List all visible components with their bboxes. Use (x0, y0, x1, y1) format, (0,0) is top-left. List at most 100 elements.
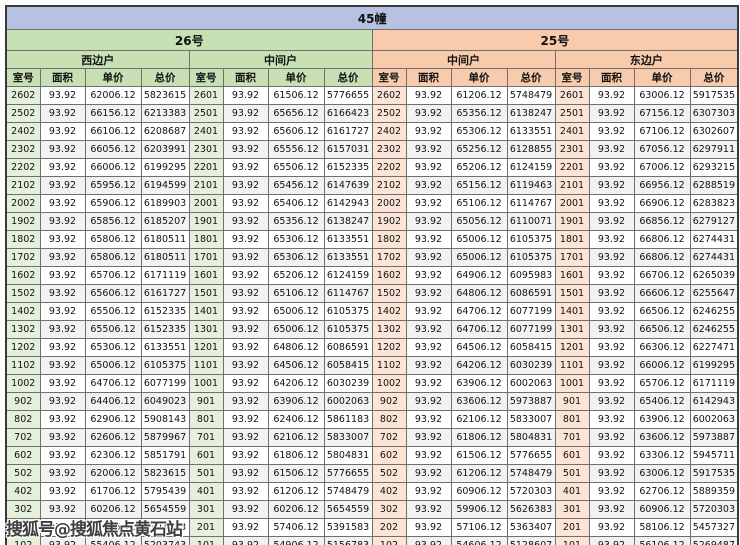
unit-price-cell: 67056.12 (633, 140, 691, 159)
area-cell: 93.92 (222, 536, 269, 545)
area-cell: 93.92 (222, 374, 269, 393)
unit-price-cell: 64706.12 (450, 320, 508, 339)
area-cell: 93.92 (405, 140, 452, 159)
area-cell: 93.92 (588, 356, 635, 375)
title-row: 45幢 (5, 5, 739, 30)
area-cell: 93.92 (588, 104, 635, 123)
unit-price-cell: 65506.12 (84, 302, 142, 321)
room-number-cell: 2602 (5, 86, 41, 105)
room-number-cell: 1802 (5, 230, 41, 249)
unit-price-cell: 64906.12 (450, 266, 508, 285)
area-cell: 93.92 (222, 320, 269, 339)
area-cell: 93.92 (405, 518, 452, 537)
area-cell: 93.92 (222, 302, 269, 321)
room-number-cell: 902 (371, 392, 407, 411)
unit-price-cell: 66806.12 (633, 230, 691, 249)
unit-price-cell: 65306.12 (450, 122, 508, 141)
area-cell: 93.92 (588, 194, 635, 213)
table-row: 1002 93.92 64706.12 6077199 1001 93.92 64206.1… (5, 374, 739, 393)
room-number-cell: 2601 (554, 86, 590, 105)
unit-price-cell: 65806.12 (84, 248, 142, 267)
unit-price-cell: 62906.12 (84, 410, 142, 429)
area-cell: 93.92 (405, 374, 452, 393)
unit-price-cell: 62006.12 (84, 86, 142, 105)
area-cell: 93.92 (39, 302, 86, 321)
room-number-cell: 901 (554, 392, 590, 411)
total-price-cell: 5748479 (506, 86, 556, 105)
area-cell: 93.92 (588, 338, 635, 357)
section-header-row: 26号 25号 (5, 29, 739, 51)
total-price-cell: 6030239 (506, 356, 556, 375)
area-cell: 93.92 (405, 392, 452, 411)
room-number-cell: 1501 (188, 284, 224, 303)
area-cell: 93.92 (588, 410, 635, 429)
unit-price-cell: 57406.12 (267, 518, 325, 537)
room-number-cell: 2201 (188, 158, 224, 177)
room-number-cell: 2402 (371, 122, 407, 141)
area-cell: 93.92 (222, 176, 269, 195)
area-cell: 93.92 (222, 356, 269, 375)
room-number-cell: 1001 (554, 374, 590, 393)
room-number-cell: 601 (188, 446, 224, 465)
total-price-cell: 5804831 (506, 428, 556, 447)
area-cell: 93.92 (405, 230, 452, 249)
area-cell: 93.92 (39, 338, 86, 357)
total-price-cell: 5879967 (140, 428, 190, 447)
unit-price-cell: 65606.12 (84, 284, 142, 303)
unit-price-cell: 64206.12 (267, 374, 325, 393)
room-number-cell: 2301 (188, 140, 224, 159)
room-number-cell: 302 (5, 500, 41, 519)
area-cell: 93.92 (222, 392, 269, 411)
unit-price-cell: 66306.12 (633, 338, 691, 357)
area-cell: 93.92 (39, 320, 86, 339)
unit-price-cell: 61506.12 (267, 86, 325, 105)
unit-price-cell: 63006.12 (633, 86, 691, 105)
room-number-cell: 2401 (188, 122, 224, 141)
table-row: 902 93.92 64406.12 6049023 901 93.92 63906.12 6… (5, 392, 739, 411)
total-price-cell: 5973887 (689, 428, 739, 447)
col-header-total-price: 总价 (323, 68, 373, 87)
table-row: 402 93.92 61706.12 5795439 401 93.92 61206.12 5… (5, 482, 739, 501)
area-cell: 93.92 (39, 392, 86, 411)
room-number-cell: 2002 (5, 194, 41, 213)
table-row: 1902 93.92 65856.12 6185207 1901 93.92 65356.1… (5, 212, 739, 231)
room-number-cell: 2202 (5, 158, 41, 177)
total-price-cell: 5833007 (506, 410, 556, 429)
total-price-cell: 6133551 (323, 248, 373, 267)
room-number-cell: 2302 (5, 140, 41, 159)
unit-price-cell: 62106.12 (267, 428, 325, 447)
group-26-middle-header: 中间户 (188, 50, 373, 69)
area-cell: 93.92 (588, 248, 635, 267)
room-number-cell: 1601 (554, 266, 590, 285)
room-number-cell: 2102 (371, 176, 407, 195)
col-header-total-price: 总价 (506, 68, 556, 87)
table-row: 2102 93.92 65956.12 6194599 2101 93.92 65456.1… (5, 176, 739, 195)
table-row: 502 93.92 62006.12 5823615 501 93.92 61506.12 5… (5, 464, 739, 483)
room-number-cell: 201 (188, 518, 224, 537)
unit-price-cell: 60906.12 (450, 482, 508, 501)
area-cell: 93.92 (588, 374, 635, 393)
total-price-cell: 5804831 (323, 446, 373, 465)
total-price-cell: 6138247 (506, 104, 556, 123)
total-price-cell: 6194599 (140, 176, 190, 195)
unit-price-cell: 65206.12 (267, 266, 325, 285)
total-price-cell: 6124159 (323, 266, 373, 285)
room-number-cell: 101 (188, 536, 224, 545)
area-cell: 93.92 (222, 104, 269, 123)
total-price-cell: 6279127 (689, 212, 739, 231)
area-cell: 93.92 (588, 464, 635, 483)
col-header-area: 面积 (405, 68, 452, 87)
total-price-cell: 5363407 (506, 518, 556, 537)
total-price-cell: 6086591 (323, 338, 373, 357)
col-header-area: 面积 (588, 68, 635, 87)
area-cell: 93.92 (222, 86, 269, 105)
room-number-cell: 501 (188, 464, 224, 483)
total-price-cell: 6185207 (140, 212, 190, 231)
unit-price-cell: 64206.12 (450, 356, 508, 375)
room-number-cell: 302 (371, 500, 407, 519)
total-price-cell: 6142943 (323, 194, 373, 213)
room-number-cell: 1102 (371, 356, 407, 375)
unit-price-cell: 65356.12 (267, 212, 325, 231)
area-cell: 93.92 (405, 356, 452, 375)
room-number-cell: 1802 (371, 230, 407, 249)
